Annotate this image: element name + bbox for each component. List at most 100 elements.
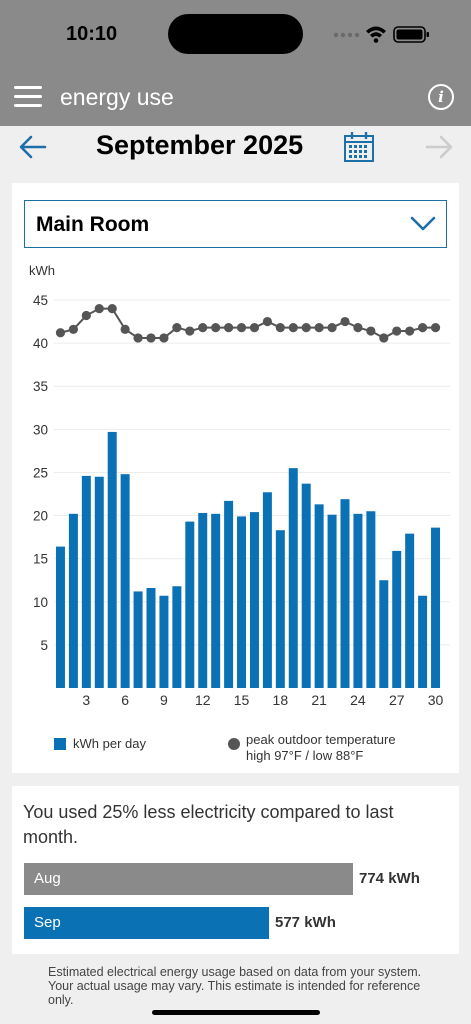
bar-day-2 bbox=[68, 513, 78, 688]
temperature-point-day-15 bbox=[236, 322, 247, 333]
bar-day-19 bbox=[288, 468, 298, 688]
temperature-point-day-3 bbox=[81, 310, 91, 321]
bar-day-30 bbox=[431, 527, 441, 688]
energy-chart: kWh 5 10 15 20 25 30 35 40 45 3 6 9 12 15 18 21 24 27 30 bbox=[29, 263, 450, 708]
temperature-point-day-9 bbox=[159, 333, 169, 343]
wifi-icon bbox=[366, 26, 386, 43]
chart-card: Main Room kWh 5 10 15 20 25 30 35 40 45 3 6 9 12 15 18 2… bbox=[12, 183, 459, 773]
x-tick-label: 6 bbox=[121, 692, 129, 708]
room-selector[interactable]: Main Room bbox=[24, 200, 447, 248]
status-icons bbox=[333, 26, 429, 43]
x-tick-label: 18 bbox=[273, 692, 289, 708]
bar-day-25 bbox=[366, 511, 376, 688]
bar-day-23 bbox=[340, 499, 350, 688]
temperature-point-day-30 bbox=[430, 322, 441, 333]
temperature-point-day-28 bbox=[405, 326, 415, 336]
legend-temp-swatch bbox=[228, 738, 240, 750]
aug-usage-value: 774 kWh bbox=[359, 870, 420, 887]
temperature-point-day-24 bbox=[353, 322, 363, 333]
temperature-point-day-19 bbox=[288, 322, 298, 333]
info-icon[interactable]: i bbox=[428, 84, 454, 110]
temperature-point-day-26 bbox=[379, 333, 389, 343]
bar-day-9 bbox=[159, 595, 169, 688]
temperature-point-day-8 bbox=[146, 333, 156, 343]
calendar-icon[interactable] bbox=[343, 131, 375, 163]
bar-day-4 bbox=[94, 476, 104, 688]
y-tick-label: 25 bbox=[33, 465, 48, 480]
temperature-point-day-10 bbox=[172, 322, 182, 333]
dynamic-island bbox=[168, 14, 303, 54]
y-tick-label: 40 bbox=[33, 336, 48, 351]
month-title: September 2025 bbox=[96, 130, 304, 160]
temperature-point-day-2 bbox=[68, 324, 78, 334]
forward-arrow-icon[interactable] bbox=[424, 134, 454, 160]
sep-usage-value: 577 kWh bbox=[275, 914, 336, 931]
temperature-point-day-22 bbox=[327, 322, 337, 333]
legend-temp-range: high 97°F / low 88°F bbox=[246, 748, 364, 763]
x-tick-label: 21 bbox=[311, 692, 327, 708]
app-bar bbox=[0, 70, 471, 126]
temperature-line bbox=[60, 307, 436, 340]
sep-bar-label: Sep bbox=[34, 914, 61, 931]
temperature-point-day-29 bbox=[418, 322, 428, 333]
bar-day-16 bbox=[249, 512, 259, 688]
temperature-point-day-5 bbox=[107, 304, 117, 314]
bar-day-21 bbox=[314, 504, 324, 688]
bar-day-12 bbox=[198, 512, 208, 688]
x-tick-label: 15 bbox=[234, 692, 250, 708]
temperature-point-day-11 bbox=[185, 326, 195, 336]
signal-dots-icon bbox=[333, 32, 360, 38]
bar-day-6 bbox=[120, 474, 130, 688]
legend-bar-swatch bbox=[54, 738, 66, 750]
bar-day-5 bbox=[107, 431, 117, 688]
y-tick-label: 15 bbox=[33, 552, 48, 567]
x-tick-label: 9 bbox=[160, 692, 168, 708]
x-tick-label: 27 bbox=[389, 692, 405, 708]
x-tick-label: 30 bbox=[428, 692, 444, 708]
y-tick-label: 35 bbox=[33, 379, 48, 394]
battery-icon bbox=[393, 26, 429, 43]
bar-day-11 bbox=[185, 521, 195, 688]
x-tick-label: 12 bbox=[195, 692, 211, 708]
y-tick-label: 20 bbox=[33, 509, 48, 524]
y-tick-label: 10 bbox=[33, 595, 48, 610]
home-indicator bbox=[152, 1010, 320, 1015]
y-axis-unit-label: kWh bbox=[29, 263, 55, 278]
y-tick-label: 45 bbox=[33, 293, 48, 308]
x-tick-label: 3 bbox=[82, 692, 90, 708]
footnote: Estimated electrical energy usage based … bbox=[48, 965, 422, 1007]
bar-day-7 bbox=[133, 591, 143, 688]
back-arrow-icon[interactable] bbox=[18, 134, 48, 160]
bar-day-27 bbox=[392, 550, 402, 688]
temperature-point-day-18 bbox=[275, 322, 285, 333]
comparison-text: You used 25% less electricity compared t… bbox=[23, 802, 394, 847]
temperature-point-day-13 bbox=[211, 322, 221, 333]
temperature-point-day-16 bbox=[249, 322, 260, 333]
temperature-point-day-20 bbox=[301, 322, 311, 333]
legend-bar-label: kWh per day bbox=[73, 736, 146, 751]
bar-day-20 bbox=[301, 483, 311, 688]
legend-temp: peak outdoor temperature high 97°F / low… bbox=[246, 732, 396, 764]
bar-day-29 bbox=[418, 595, 428, 688]
bar-day-10 bbox=[172, 586, 182, 688]
aug-usage-bar: Aug bbox=[24, 863, 353, 895]
temperature-point-day-21 bbox=[314, 322, 324, 333]
temperature-point-day-23 bbox=[340, 316, 350, 327]
y-tick-label: 30 bbox=[33, 422, 48, 437]
temperature-point-day-27 bbox=[392, 326, 402, 336]
legend-temp-label: peak outdoor temperature bbox=[246, 732, 396, 747]
x-tick-label: 24 bbox=[350, 692, 366, 708]
chevron-down-icon bbox=[410, 216, 436, 231]
bar-day-13 bbox=[211, 513, 221, 688]
temperature-point-day-1 bbox=[55, 328, 66, 338]
app-title: energy use bbox=[60, 84, 174, 110]
bar-day-3 bbox=[81, 475, 91, 688]
bar-day-17 bbox=[262, 492, 272, 688]
bar-day-14 bbox=[224, 500, 234, 688]
temperature-point-day-4 bbox=[94, 304, 104, 314]
bar-day-8 bbox=[146, 587, 156, 688]
bar-day-28 bbox=[405, 533, 415, 688]
hamburger-menu-icon[interactable] bbox=[14, 86, 44, 108]
temperature-point-day-25 bbox=[366, 326, 376, 336]
bar-day-18 bbox=[275, 530, 285, 688]
